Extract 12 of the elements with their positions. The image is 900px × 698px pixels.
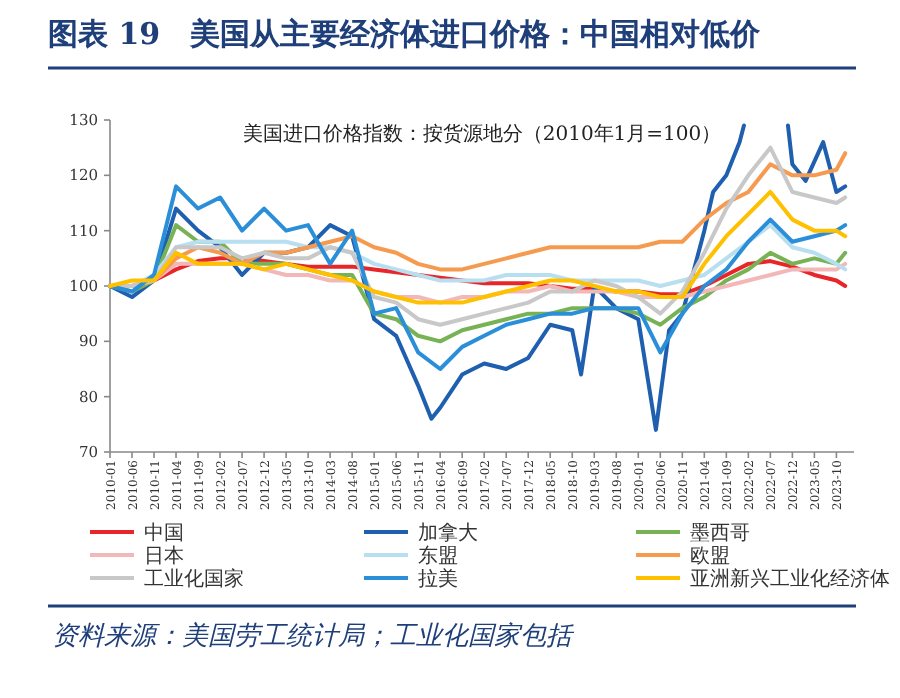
legend-label: 东盟	[418, 544, 458, 568]
legend-label: 墨西哥	[690, 523, 750, 545]
legend-label: 加拿大	[418, 521, 478, 545]
legend-label: 拉美	[418, 567, 458, 591]
legend-label: 亚洲新兴工业化经济体	[690, 567, 890, 591]
chart-subtitle: 美国进口价格指数：按货源地分（2010年1月=100）	[242, 122, 722, 146]
chart-title: 图表 19 美国从主要经济体进口价格：中国相对低价	[48, 16, 763, 52]
legend-label: 中国	[144, 521, 184, 545]
text: 资料来源：美国劳工统计局；工业化国家包括	[52, 620, 576, 652]
legend-label: 欧盟	[690, 544, 730, 568]
legend-label: 工业化国家	[144, 567, 244, 591]
legend-label: 日本	[144, 544, 184, 568]
